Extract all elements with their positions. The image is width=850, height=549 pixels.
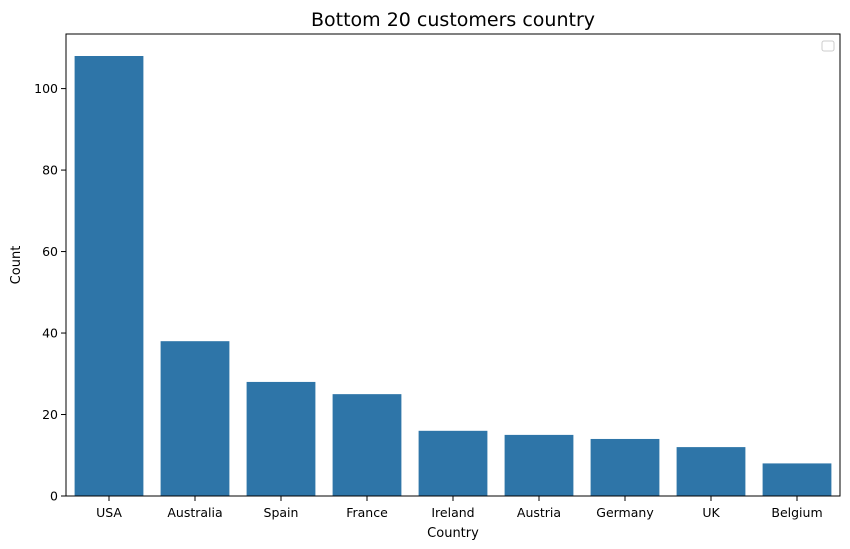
bar-germany [590, 438, 660, 496]
bar-ireland [418, 430, 488, 496]
y-tick-label: 80 [42, 163, 58, 178]
plot-frame [65, 33, 841, 497]
x-tick-label: Ireland [431, 505, 474, 520]
chart-title: Bottom 20 customers country [311, 9, 595, 31]
x-tick-label: Spain [264, 505, 299, 520]
bar-spain [246, 381, 316, 496]
x-axis-label: Country [427, 526, 479, 541]
y-tick-label: 60 [42, 244, 58, 259]
bar-austria [504, 434, 574, 496]
y-axis-label: Count [9, 246, 24, 285]
bar-australia [160, 341, 230, 496]
bar-uk [676, 447, 746, 496]
bar-france [332, 394, 402, 496]
bar-belgium [762, 463, 832, 496]
y-tick-label: 0 [50, 489, 58, 504]
legend-box [821, 40, 835, 52]
x-tick-label: France [346, 505, 388, 520]
bars-group [74, 56, 832, 496]
x-tick-label: Austria [517, 505, 561, 520]
y-tick-label: 20 [42, 407, 58, 422]
x-tick-label: UK [702, 505, 720, 520]
x-tick-label: Germany [596, 505, 654, 520]
y-tick-label: 100 [34, 81, 58, 96]
x-axis-ticks: USA Australia Spain France Ireland Austria Ger… [96, 496, 823, 520]
y-tick-label: 40 [42, 326, 58, 341]
x-tick-label: Belgium [771, 505, 822, 520]
x-tick-label: USA [96, 505, 122, 520]
y-axis-ticks: 0 20 40 60 80 100 [34, 81, 66, 504]
bar-usa [74, 56, 144, 496]
x-tick-label: Australia [167, 505, 222, 520]
